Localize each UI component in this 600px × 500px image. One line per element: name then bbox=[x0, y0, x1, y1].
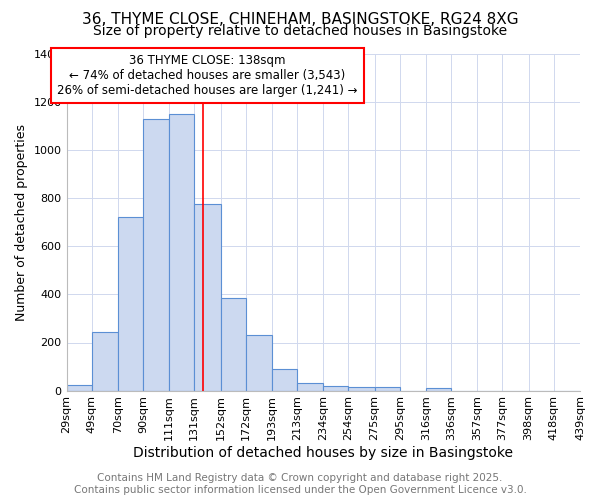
Bar bbox=[194, 204, 221, 390]
Bar bbox=[67, 384, 92, 390]
Bar bbox=[297, 384, 323, 390]
Text: Contains HM Land Registry data © Crown copyright and database right 2025.
Contai: Contains HM Land Registry data © Crown c… bbox=[74, 474, 526, 495]
Bar bbox=[92, 332, 118, 390]
Bar bbox=[374, 387, 400, 390]
Bar bbox=[323, 386, 349, 390]
Text: 36, THYME CLOSE, CHINEHAM, BASINGSTOKE, RG24 8XG: 36, THYME CLOSE, CHINEHAM, BASINGSTOKE, … bbox=[82, 12, 518, 28]
Bar bbox=[245, 336, 272, 390]
Text: 36 THYME CLOSE: 138sqm
← 74% of detached houses are smaller (3,543)
26% of semi-: 36 THYME CLOSE: 138sqm ← 74% of detached… bbox=[57, 54, 358, 97]
Bar bbox=[143, 119, 169, 390]
Bar bbox=[349, 387, 374, 390]
Bar bbox=[118, 218, 143, 390]
Bar bbox=[272, 369, 297, 390]
Bar bbox=[169, 114, 194, 390]
X-axis label: Distribution of detached houses by size in Basingstoke: Distribution of detached houses by size … bbox=[133, 446, 513, 460]
Bar bbox=[426, 388, 451, 390]
Text: Size of property relative to detached houses in Basingstoke: Size of property relative to detached ho… bbox=[93, 24, 507, 38]
Bar bbox=[221, 298, 245, 390]
Y-axis label: Number of detached properties: Number of detached properties bbox=[15, 124, 28, 321]
